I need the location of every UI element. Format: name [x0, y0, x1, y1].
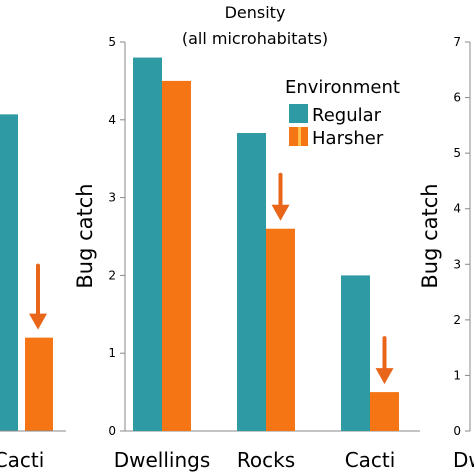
legend-swatch-regular	[289, 104, 308, 123]
left-panel: Cacti	[0, 114, 66, 472]
left-bar-regular	[0, 114, 18, 431]
decrease-arrow-rocks	[271, 172, 290, 221]
right-y-tick-label: 4	[453, 202, 461, 216]
bar-cacti-harsher	[370, 392, 399, 431]
bar-dwellings-harsher	[162, 80, 191, 432]
right-y-tick-label: 2	[453, 313, 461, 327]
legend-label-harsher: Harsher	[312, 128, 384, 149]
right-y-tick-label: 5	[453, 146, 461, 160]
left-bar-harsher	[25, 337, 53, 431]
decrease-arrow-cacti	[375, 336, 394, 385]
legend-title: Environment	[285, 77, 400, 98]
bar-dwellings-regular	[133, 57, 162, 432]
right-y-tick-label: 3	[453, 257, 461, 271]
y-tick-label: 0	[108, 424, 116, 438]
right-y-tick-label: 7	[453, 35, 461, 49]
left-decrease-arrow-head	[29, 313, 47, 330]
x-category-label: Dwellings	[114, 448, 211, 472]
y-axis-label: Bug catch	[73, 183, 97, 288]
decrease-arrow-cacti-head	[375, 368, 394, 385]
y-tick-label: 5	[108, 35, 116, 49]
left-category-label: Cacti	[0, 448, 44, 472]
y-tick-label: 2	[108, 268, 116, 282]
bar-cacti-regular	[341, 275, 370, 431]
y-tick-label: 4	[108, 113, 116, 127]
chart-title: Density	[225, 3, 286, 22]
right-panel: Bug catch 0 1 2 3 4 5 6 7 Dw	[418, 35, 474, 472]
right-y-tick-label: 0	[453, 424, 461, 438]
chart-subtitle: (all microhabitats)	[182, 29, 328, 48]
right-y-axis-label: Bug catch	[418, 183, 442, 288]
legend-swatch-highlight	[298, 127, 301, 146]
y-tick-label: 1	[108, 346, 116, 360]
right-category-label: Dw	[453, 448, 474, 472]
legend-label-regular: Regular	[312, 105, 382, 126]
x-category-label: Cacti	[345, 448, 396, 472]
bar-rocks-harsher	[266, 228, 295, 431]
right-y-tick-label: 6	[453, 91, 461, 105]
bar-rocks-regular	[237, 133, 266, 431]
y-tick-label: 3	[108, 191, 116, 205]
decrease-arrow-rocks-head	[271, 204, 290, 221]
left-decrease-arrow	[29, 263, 47, 330]
right-y-tick-label: 1	[453, 368, 461, 382]
x-category-label: Rocks	[237, 448, 295, 472]
center-panel: Density (all microhabitats) Bug catch 0 1…	[73, 3, 420, 472]
